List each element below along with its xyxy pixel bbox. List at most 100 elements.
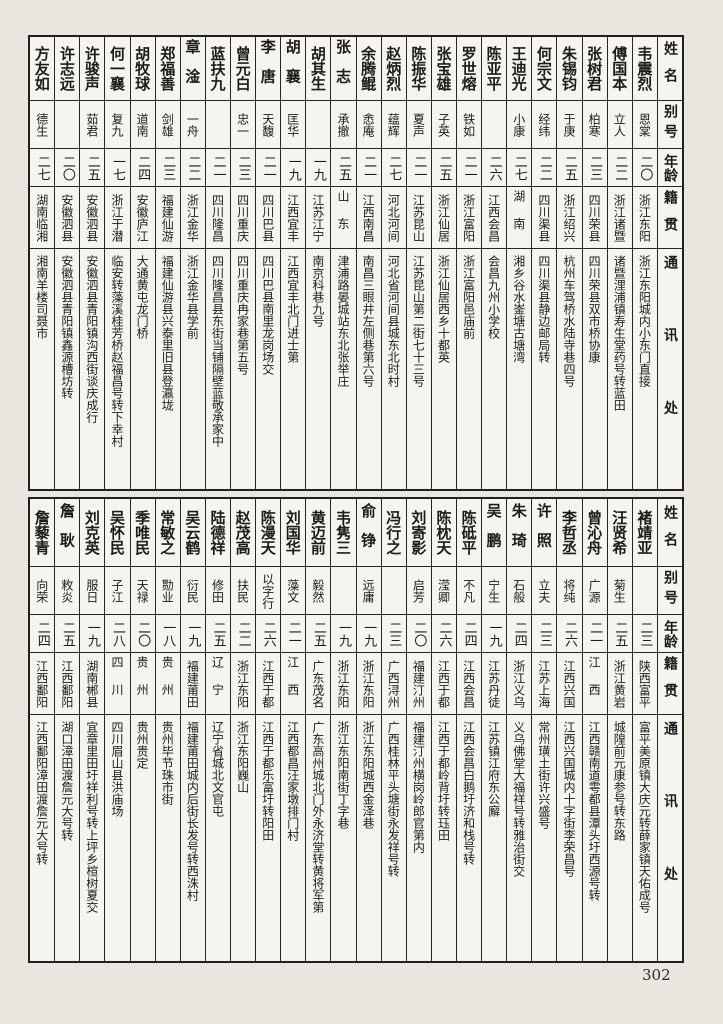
alias-cell: 服日: [80, 567, 105, 615]
origin-cell: 广东茂名: [306, 653, 331, 715]
header-age: 年龄: [657, 615, 682, 653]
header-address: 通讯处: [661, 721, 678, 940]
alias-cell: 复九: [105, 101, 130, 149]
age-cell: 二二: [180, 149, 205, 187]
entry-column: 吴怀民 子江 二八 四川 四川眉山县洪庙场: [104, 499, 130, 961]
entry-column: 曾沁舟 广源 二一 江西 江西赣南道雩都县潭头圩西源号转: [581, 499, 607, 961]
name-cell: 冯行之: [381, 499, 406, 567]
header-age: 年龄: [657, 149, 682, 187]
age-cell: 一九: [356, 615, 381, 653]
alias-cell: 承撤: [331, 101, 356, 149]
entry-column: 李唐 天馥 二一 四川巴县 四川巴县南里龙岗场交: [255, 37, 281, 489]
alias-cell: 道南: [130, 101, 155, 149]
entry-column: 李哲丞 将纯 二六 江西兴国 江西兴国城内十字街李荣昌号: [556, 499, 582, 961]
origin-cell: 江西南昌: [356, 187, 381, 249]
name-cell: 陈砥平: [457, 499, 482, 567]
header-origin: 籍贯: [657, 187, 682, 249]
origin-cell: 安徽泗县: [55, 187, 80, 249]
alias-cell: 宁生: [482, 567, 507, 615]
age-cell: 二五: [80, 149, 105, 187]
address-cell: 江苏昆山第二街七十三号: [411, 255, 426, 387]
name-cell: 李哲丞: [557, 499, 582, 567]
age-cell: 二八: [105, 615, 130, 653]
name-cell: 郑福善: [155, 37, 180, 101]
name-cell: 吴怀民: [105, 499, 130, 567]
entry-column: 张宝雄 子英 二五 浙江仙居 浙江仙居西乡十都英: [430, 37, 457, 489]
age-cell: 二一: [582, 615, 607, 653]
name-cell: 张宝雄: [431, 37, 457, 101]
origin-cell: 山东: [331, 187, 356, 249]
alias-cell: 立人: [607, 101, 632, 149]
entry-column: 常敏之 勚业 一八 贵州 贵州毕节珠市街: [154, 499, 180, 961]
header-name: 姓名: [657, 499, 682, 567]
header-alias: 别号: [657, 567, 682, 615]
alias-cell: 广源: [582, 567, 607, 615]
entry-column: 吴云鹤 衍民 一九 福建莆田 福建莆田城内后街长发号转西洙村: [179, 499, 205, 961]
entry-column: 胡其生 一九 江苏江宁 南京科巷九号: [305, 37, 331, 489]
origin-cell: 湖南郴县: [80, 653, 105, 715]
address-cell: 浙江仙居西乡十都英: [436, 255, 451, 363]
entry-column: 胡襄 匡华 一九 江西宜丰 江西宜丰北门进士第: [280, 37, 306, 489]
origin-cell: 江西会昌: [457, 653, 482, 715]
name-cell: 何宗文: [532, 37, 557, 101]
name-cell: 章淦: [180, 37, 205, 101]
origin-cell: 辽宁: [205, 653, 231, 715]
age-cell: 二五: [557, 149, 582, 187]
address-cell: 南京科巷九号: [310, 255, 325, 327]
address-cell: 城隍前元康参号转东路: [612, 721, 627, 841]
address-cell: 义乌佛堂大福祥号转雅治街交: [511, 721, 526, 877]
alias-cell: 不凡: [457, 567, 482, 615]
address-cell: 四川渠县静边邮局转: [536, 255, 551, 363]
name-cell: 赵茂高: [231, 499, 256, 567]
age-cell: 二〇: [55, 149, 80, 187]
age-cell: 二三: [632, 615, 657, 653]
name-cell: 朱琦: [507, 499, 532, 567]
name-cell: 俞铮: [356, 499, 381, 567]
alias-cell: [381, 567, 406, 615]
name-cell: 韦震烈: [632, 37, 657, 101]
entry-column: 刘克英 服日 一九 湖南郴县 宜章里田圩祥利号转上坪乡楦树夏交: [79, 499, 105, 961]
age-cell: 一九: [331, 615, 356, 653]
address-cell: 浙江东阳城内小东门直接: [637, 255, 652, 387]
address-cell: 江西赣南道雩都县潭头圩西源号转: [587, 721, 602, 901]
name-cell: 蓝扶九: [205, 37, 231, 101]
entry-column: 陈亚平 二六 江西会昌 会昌九州小学校: [481, 37, 507, 489]
age-cell: 二一: [281, 615, 306, 653]
address-cell: 江西鄱阳漳田渡詹元大号转: [34, 721, 49, 865]
age-cell: 二三: [155, 149, 180, 187]
alias-cell: 蕴辉: [381, 101, 406, 149]
entry-column: 褚靖亚 二三 陕西富平 富平美原镇大庆元转薛家镇天佑成号: [631, 499, 657, 961]
entry-column: 王迪光 小康 二七 湖南 湘乡谷水崟塘古塘湾: [506, 37, 532, 489]
entry-column: 詹藜青 向荣 二四 江西鄱阳 江西鄱阳漳田渡詹元大号转: [30, 499, 55, 961]
origin-cell: 浙江东阳: [231, 653, 256, 715]
alias-cell: 悆庵: [356, 101, 381, 149]
origin-cell: 浙江诸暨: [607, 187, 632, 249]
entry-column: 曾元白 忠一 二三 四川重庆 四川重庆冉家巷第五号: [230, 37, 256, 489]
entry-column: 张志 承撤 二五 山东 津浦路晏城站东北张举庄: [330, 37, 356, 489]
entry-column: 韦震烈 恩棠 二〇 浙江东阳 浙江东阳城内小东门直接: [631, 37, 657, 489]
address-cell: 四川隆昌县东街当铺隔壁蓝敬承家中: [210, 255, 225, 447]
entry-column: 朱琦 石般 二四 浙江义乌 义乌佛堂大福祥号转雅治街交: [506, 499, 532, 961]
entry-column: 傅国本 立人 二二 浙江诸暨 诸暨浬浦镇寿生堂药号转蓝田: [606, 37, 632, 489]
name-cell: 何一襄: [105, 37, 130, 101]
age-cell: 二五: [431, 149, 457, 187]
address-cell: 大通黄屯龙门桥: [135, 255, 150, 339]
age-cell: 二六: [557, 615, 582, 653]
origin-cell: 江西: [582, 653, 607, 715]
origin-cell: 福建汀州: [406, 653, 431, 715]
entry-column: 陈漫天 以字行 二六 江西于都 江西于都乐富圩转阳田: [255, 499, 281, 961]
origin-cell: 浙江黄岩: [607, 653, 632, 715]
origin-cell: 陕西富平: [632, 653, 657, 715]
entry-column: 俞铮 远庸 一九 浙江东阳 浙江东阳城西金泽巷: [355, 499, 381, 961]
roster-table-top: 姓名 别号 年龄 籍贯 通讯处 韦震烈 恩棠 二〇 浙江东阳 浙江东阳城内小东门直接 傅国…: [28, 35, 684, 491]
age-cell: 二〇: [130, 615, 155, 653]
origin-cell: 安徽泗县: [80, 187, 105, 249]
age-cell: 二一: [356, 149, 381, 187]
entry-column: 赵茂高 扶民 二二 浙江东阳 浙江东阳巍山: [230, 499, 256, 961]
address-cell: 安徽泗县青阳镇鑫源槽坊转: [59, 255, 74, 399]
name-cell: 陈振华: [406, 37, 431, 101]
origin-cell: 浙江东阳: [632, 187, 657, 249]
address-cell: 江西会昌白鹅圩济和栈号转: [461, 721, 476, 865]
name-cell: 吴鹏: [482, 499, 507, 567]
origin-cell: 湖南临湘: [30, 187, 55, 249]
